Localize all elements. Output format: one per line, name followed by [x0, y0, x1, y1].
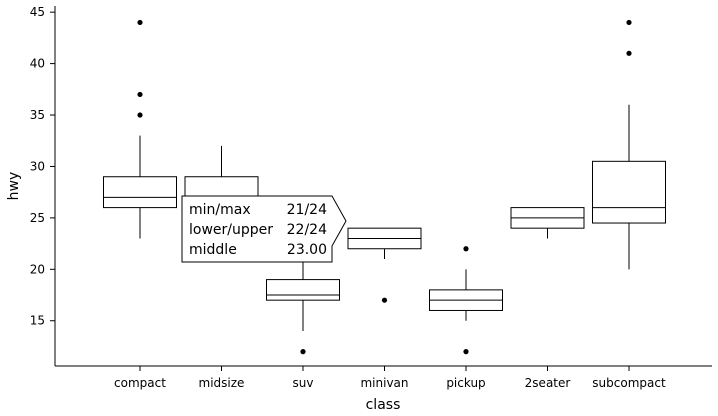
x-tick-label: subcompact [592, 376, 666, 390]
outlier-point[interactable] [137, 91, 143, 98]
x-tick-label: 2seater [525, 376, 571, 390]
x-tick-label: midsize [199, 376, 245, 390]
box-minivan[interactable] [347, 227, 422, 303]
outlier-point[interactable] [137, 112, 143, 118]
box-group [103, 19, 666, 355]
outlier-point[interactable] [300, 349, 306, 355]
x-tick-label: compact [114, 376, 166, 390]
x-tick-label: suv [293, 376, 314, 390]
outlier-point[interactable] [463, 246, 469, 252]
box-compact[interactable] [103, 19, 177, 239]
y-axis: 15 20 25 30 35 40 45 [30, 5, 56, 366]
box-pickup[interactable] [429, 246, 503, 355]
y-tick-label: 40 [30, 57, 45, 71]
y-tick-label: 35 [30, 108, 45, 122]
tooltip-label-min-max: min/max [189, 202, 251, 218]
tooltip-value-middle: 23.00 [287, 242, 327, 258]
tooltip-label-lower-upper: lower/upper [189, 222, 273, 238]
y-tick-label: 25 [30, 211, 45, 225]
box-rect[interactable] [266, 279, 340, 301]
y-tick-label: 15 [30, 314, 45, 328]
outlier-point[interactable] [463, 349, 469, 355]
outlier-point[interactable] [626, 19, 632, 26]
box-rect[interactable] [103, 176, 177, 209]
x-tick-label: minivan [360, 376, 408, 390]
outlier-point[interactable] [137, 19, 143, 26]
tooltip: min/max 21/24 lower/upper 22/24 middle 2… [181, 195, 347, 263]
outlier-point[interactable] [626, 50, 632, 56]
x-tick-label: pickup [446, 376, 485, 390]
box-rect[interactable] [592, 160, 666, 224]
box-2seater[interactable] [510, 207, 585, 239]
y-tick-label: 30 [30, 159, 45, 173]
tooltip-value-lower-upper: 22/24 [287, 222, 327, 238]
tooltip-label-middle: middle [189, 242, 237, 258]
box-suv[interactable] [266, 248, 340, 355]
box-subcompact[interactable] [592, 19, 666, 270]
y-tick-label: 20 [30, 262, 45, 276]
y-axis-title: hwy [6, 172, 22, 201]
tooltip-value-min-max: 21/24 [287, 202, 327, 218]
x-axis: compact midsize suv minivan pickup 2seater sub… [55, 365, 712, 390]
outlier-point[interactable] [381, 297, 388, 303]
y-tick-label: 45 [30, 5, 45, 19]
tooltip-box [181, 195, 347, 263]
x-axis-title: class [366, 397, 401, 413]
